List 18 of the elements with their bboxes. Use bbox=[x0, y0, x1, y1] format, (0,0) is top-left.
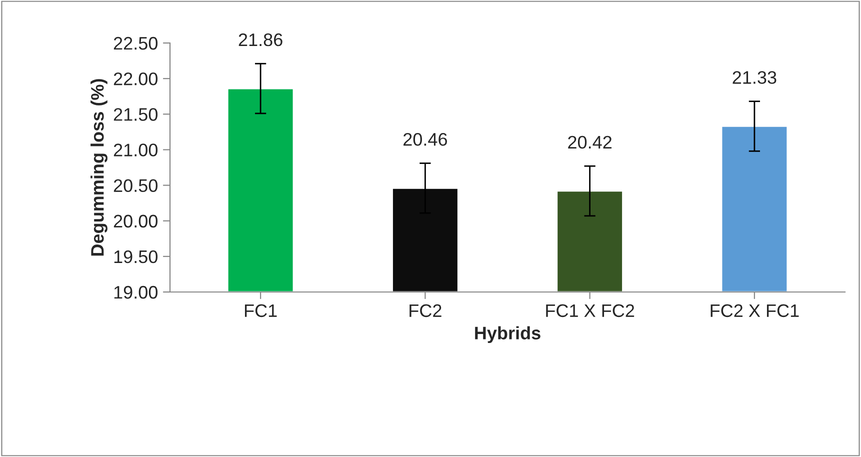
y-axis-title: Degumming loss (%) bbox=[90, 79, 108, 256]
data-label: 20.46 bbox=[404, 132, 447, 146]
y-tick-label: 20.00 bbox=[114, 214, 158, 228]
y-tick-label: 22.00 bbox=[114, 72, 158, 86]
x-tick-label: FC2 bbox=[410, 304, 442, 318]
data-label: 20.42 bbox=[568, 136, 612, 149]
data-label: 21.86 bbox=[238, 33, 282, 46]
data-label: 21.33 bbox=[732, 71, 776, 84]
x-tick-label: FC2 X FC1 bbox=[710, 304, 799, 318]
y-tick-label: 21.00 bbox=[114, 144, 158, 156]
y-tick-label: 21.50 bbox=[114, 108, 158, 121]
x-axis-title: Hybrids bbox=[475, 326, 540, 344]
y-tick-label: 19.00 bbox=[114, 286, 158, 299]
y-tick-label: 20.50 bbox=[114, 179, 158, 192]
y-tick-label: 22.50 bbox=[114, 36, 158, 50]
x-tick-label: FC1 X FC2 bbox=[546, 304, 634, 318]
y-tick-label: 19.50 bbox=[114, 250, 158, 264]
x-tick-label: FC1 bbox=[244, 304, 277, 318]
